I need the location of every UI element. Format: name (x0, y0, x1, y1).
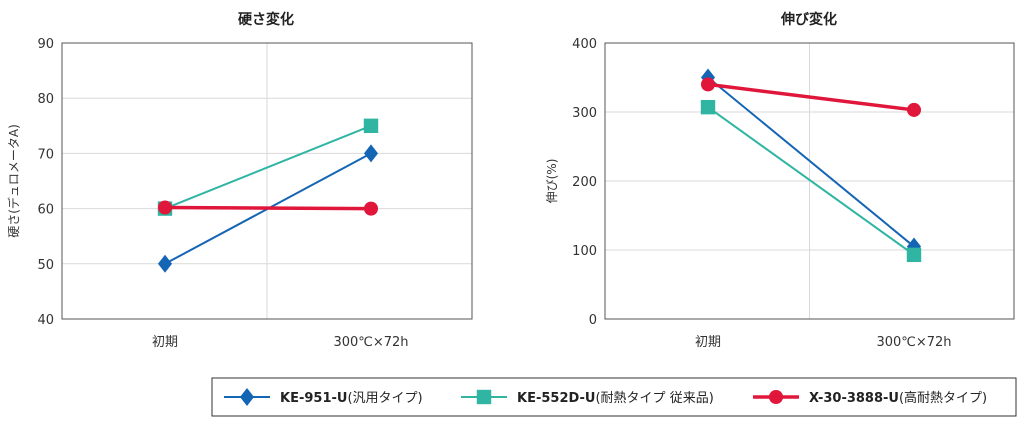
elongation-y-tick-label: 200 (572, 175, 597, 190)
hardness-chart-title: 硬さ変化 (238, 11, 294, 28)
hardness-y-tick-label: 90 (37, 37, 54, 52)
legend-entry-ke-552d-u: KE-552D-U(耐熱タイプ 従来品) (517, 391, 714, 406)
hardness-series-line-ke-552d-u (164, 124, 372, 210)
legend-entry-x-30-3888-u: X-30-3888-U(高耐熱タイプ) (809, 390, 987, 406)
hardness-y-tick-label: 60 (37, 203, 54, 218)
elongation-y-tick-label: 0 (589, 313, 597, 328)
hardness-x-ticks: 初期 300℃×72h (152, 335, 409, 350)
legend-marker-ke-552d-u (476, 389, 492, 405)
elongation-y-tick-label: 400 (572, 37, 597, 52)
hardness-y-tick-label: 70 (37, 147, 54, 162)
elongation-y-axis-label: 伸び(%) (545, 159, 559, 204)
hardness-x-tick-label: 300℃×72h (333, 335, 408, 350)
elongation-plot-frame (604, 42, 1015, 320)
elongation-series (700, 68, 922, 263)
hardness-y-tick-label: 50 (37, 258, 54, 273)
hardness-x-tick-label: 初期 (152, 335, 178, 350)
legend-entry-ke-951-u: KE-951-U(汎用タイプ) (280, 391, 423, 406)
elongation-series-line-ke-951-u (707, 76, 915, 248)
elongation-y-tick-label: 300 (572, 106, 597, 121)
hardness-series (157, 118, 379, 273)
legend-box (211, 377, 1017, 417)
hardness-y-axis-label: 硬さ(デュロメータA) (6, 124, 21, 238)
hardness-data-point-ke-951-u (363, 144, 379, 163)
hardness-chart: 硬さ変化 40 50 60 70 80 90 初期 300℃×72h 硬さ(デュロメータA) (6, 11, 473, 350)
legend-marker-x-30-3888-u (768, 389, 784, 405)
legend-marker-ke-951-u (239, 388, 255, 406)
hardness-data-point-ke-951-u (157, 254, 173, 273)
hardness-y-tick-label: 40 (37, 313, 54, 328)
hardness-grid (62, 42, 472, 320)
elongation-y-tick-label: 100 (572, 244, 597, 259)
elongation-data-point-x-30-3888-u (700, 77, 716, 92)
elongation-series-line-ke-552d-u (707, 106, 915, 256)
elongation-data-point-ke-552d-u (700, 99, 716, 115)
hardness-y-ticks: 40 50 60 70 80 90 (37, 37, 54, 328)
elongation-data-point-x-30-3888-u (906, 102, 922, 117)
elongation-y-ticks: 0 100 200 300 400 (572, 37, 597, 328)
hardness-plot-frame (61, 42, 473, 320)
legend-items: KE-951-U(汎用タイプ) KE-552D-U(耐熱タイプ 従来品) X-30-… (224, 388, 987, 406)
elongation-chart-title: 伸び変化 (780, 11, 837, 28)
hardness-y-tick-label: 80 (37, 92, 54, 107)
hardness-data-point-x-30-3888-u (157, 200, 173, 215)
elongation-data-point-ke-552d-u (906, 247, 922, 263)
elongation-series-line-x-30-3888-u (707, 82, 915, 112)
elongation-x-tick-label: 300℃×72h (876, 335, 951, 350)
legend: KE-951-U(汎用タイプ) KE-552D-U(耐熱タイプ 従来品) X-30-… (211, 377, 1017, 417)
hardness-series-line-x-30-3888-u (164, 205, 372, 211)
elongation-x-ticks: 初期 300℃×72h (695, 335, 952, 350)
elongation-chart: 伸び変化 0 100 200 300 400 初期 300℃×72h 伸び(%) (545, 11, 1015, 350)
hardness-data-point-ke-552d-u (363, 118, 379, 133)
elongation-x-tick-label: 初期 (695, 335, 721, 350)
hardness-data-point-x-30-3888-u (363, 201, 379, 216)
